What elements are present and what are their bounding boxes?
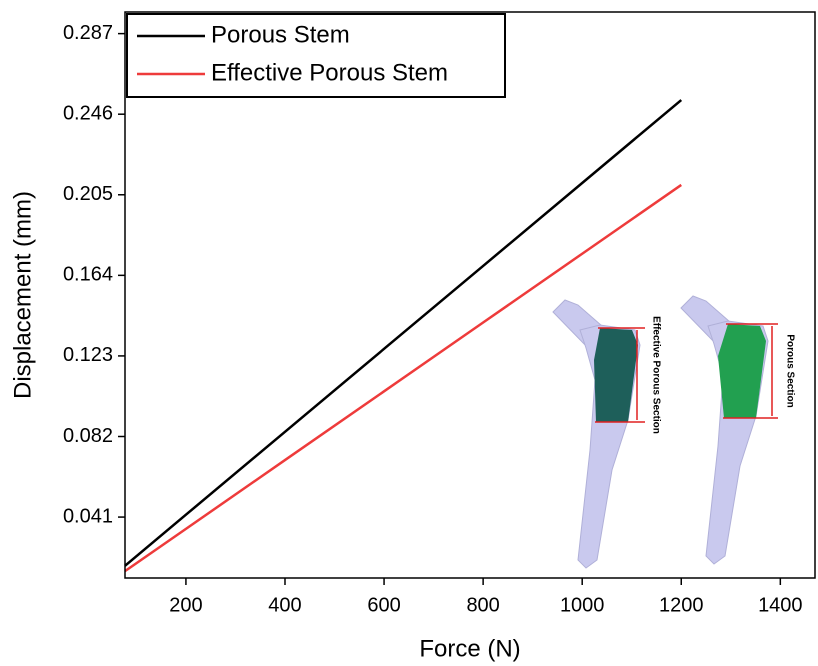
y-tick-label: 0.287 [63,22,113,44]
y-tick-label: 0.123 [63,344,113,366]
plot-frame [124,11,816,579]
y-axis-label: Displacement (mm) [9,191,36,399]
annotation: Porous Section [784,334,795,407]
legend-label: Porous Stem [211,21,350,48]
legend-box [126,13,506,98]
inset-illustration [552,295,778,569]
x-tick-label: 600 [367,594,400,616]
x-tick-label: 1000 [560,594,605,616]
x-tick-label: 1200 [659,594,704,616]
y-tick-label: 0.164 [63,264,113,286]
y-tick-label: 0.082 [63,425,113,447]
y-tick-label: 0.205 [63,183,113,205]
series-line [124,99,683,567]
x-tick-label: 800 [466,594,499,616]
annotation: Effective Porous Section [650,316,661,434]
x-tick-label: 1400 [758,594,803,616]
x-tick-label: 400 [268,594,301,616]
legend-label: Effective Porous Stem [211,59,448,86]
x-tick-label: 200 [169,594,202,616]
y-tick-label: 0.041 [63,505,113,527]
series-line [124,183,682,573]
y-tick-label: 0.246 [63,102,113,124]
x-axis-label: Force (N) [419,635,520,662]
